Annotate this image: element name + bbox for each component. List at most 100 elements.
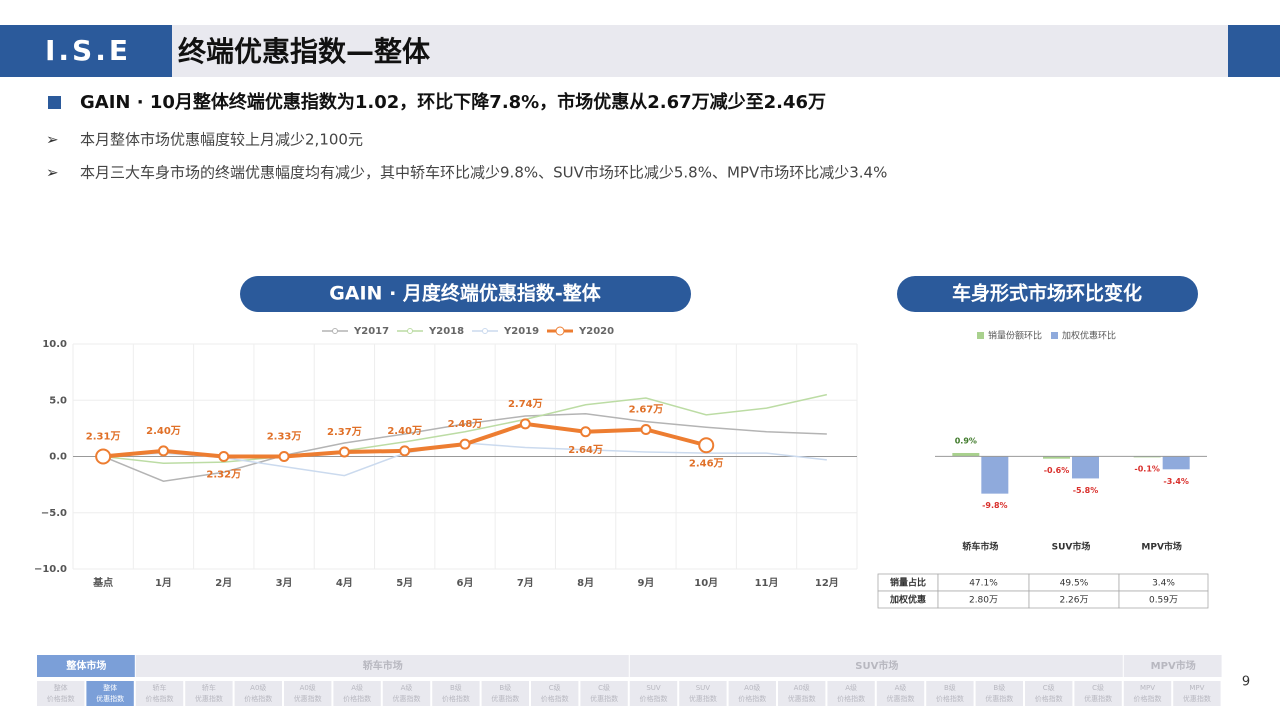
nav-item-bottom[interactable]: 价格指数 — [442, 694, 470, 703]
bullet-square — [48, 96, 61, 109]
nav-item[interactable] — [1173, 681, 1221, 706]
nav-item-top[interactable]: MPV — [1140, 684, 1155, 692]
point — [157, 445, 169, 457]
nav-item-bottom[interactable]: 优惠指数 — [985, 694, 1013, 703]
nav-item[interactable] — [1123, 681, 1172, 706]
nav-item-top[interactable]: A0级 — [744, 683, 760, 692]
nav-group-label[interactable]: SUV市场 — [855, 659, 898, 672]
nav-item[interactable] — [1074, 681, 1122, 706]
nav-item-top[interactable]: SUV — [646, 684, 661, 692]
nav-group-label[interactable]: 整体市场 — [65, 659, 106, 672]
arrow: ➢ — [46, 164, 59, 182]
bar-value-label: 0.9% — [955, 436, 977, 445]
nav-item-top[interactable]: C级 — [598, 683, 610, 692]
nav-item[interactable] — [1025, 681, 1073, 706]
nav-item-top[interactable]: A0级 — [300, 683, 316, 692]
legend-label: Y2017 — [353, 326, 389, 337]
chart-title-pill — [240, 276, 691, 312]
nav-item-bottom[interactable]: 优惠指数 — [195, 694, 223, 703]
nav-item[interactable] — [975, 681, 1023, 706]
nav-item-bottom[interactable]: 优惠指数 — [788, 694, 816, 703]
nav-group-label[interactable]: 轿车市场 — [363, 659, 403, 672]
nav-item-top[interactable]: A级 — [401, 683, 413, 692]
nav-item-top[interactable]: B级 — [944, 683, 956, 692]
nav-item[interactable] — [679, 681, 727, 706]
nav-item-top[interactable]: A级 — [845, 683, 857, 692]
nav-item-top[interactable]: B级 — [450, 683, 462, 692]
nav-item-bottom[interactable]: 价格指数 — [837, 694, 865, 703]
nav-item[interactable] — [284, 681, 332, 706]
nav-item-top[interactable]: 整体 — [103, 683, 117, 692]
point-annotation: 2.33万 — [267, 431, 302, 443]
nav-item[interactable] — [629, 681, 678, 706]
bar-value-label: -5.8% — [1073, 486, 1099, 495]
nav-item[interactable] — [778, 681, 826, 706]
nav-item[interactable] — [432, 681, 480, 706]
nav-item-top[interactable]: C级 — [549, 683, 561, 692]
nav-item-top[interactable]: 轿车 — [153, 683, 167, 692]
nav-item-bottom[interactable]: 价格指数 — [640, 694, 668, 703]
legend-marker — [555, 326, 565, 336]
nav-item-bottom[interactable]: 价格指数 — [244, 694, 272, 703]
nav-item-bottom[interactable]: 价格指数 — [146, 694, 174, 703]
nav-item[interactable] — [531, 681, 579, 706]
nav-item-bottom[interactable]: 价格指数 — [1035, 694, 1063, 703]
nav-item-bottom[interactable]: 优惠指数 — [1183, 694, 1211, 703]
nav-group-label[interactable]: MPV市场 — [1151, 659, 1196, 672]
nav-item-bottom[interactable]: 优惠指数 — [1084, 694, 1112, 703]
nav-item[interactable] — [37, 681, 85, 706]
nav-item-bottom[interactable]: 优惠指数 — [590, 694, 618, 703]
nav-item-bottom[interactable]: 优惠指数 — [294, 694, 322, 703]
nav-item[interactable] — [86, 681, 134, 706]
legend-swatch — [1051, 332, 1058, 339]
nav-item-top[interactable]: A级 — [351, 683, 363, 692]
nav-item-bottom[interactable]: 优惠指数 — [689, 694, 717, 703]
nav-item-bottom[interactable]: 价格指数 — [738, 694, 766, 703]
nav-item-bottom[interactable]: 价格指数 — [47, 694, 75, 703]
nav-item-top[interactable]: SUV — [696, 684, 711, 692]
nav-item-bottom[interactable]: 优惠指数 — [887, 694, 915, 703]
nav-item-top[interactable]: 整体 — [54, 683, 68, 692]
legend-label: Y2019 — [503, 326, 539, 337]
nav-group[interactable] — [37, 655, 135, 677]
nav-item-bottom[interactable]: 价格指数 — [936, 694, 964, 703]
headline: GAIN · 10月整体终端优惠指数为1.02，环比下降7.8%，市场优惠从2.… — [80, 91, 826, 113]
nav-item[interactable] — [333, 681, 381, 706]
nav-item-top[interactable]: B级 — [993, 683, 1005, 692]
nav-item[interactable] — [185, 681, 233, 706]
nav-item-top[interactable]: 轿车 — [202, 683, 216, 692]
nav-item-top[interactable]: C级 — [1043, 683, 1055, 692]
nav-item-bottom[interactable]: 优惠指数 — [393, 694, 421, 703]
nav-group[interactable] — [135, 655, 629, 677]
legend-marker — [482, 328, 488, 334]
x-tick-label: 11月 — [755, 577, 779, 589]
nav-item-bottom[interactable]: 价格指数 — [343, 694, 371, 703]
nav-item-top[interactable]: MPV — [1189, 684, 1204, 692]
nav-item-bottom[interactable]: 价格指数 — [1134, 694, 1162, 703]
nav-item-bottom[interactable]: 优惠指数 — [491, 694, 519, 703]
nav-item-bottom[interactable]: 优惠指数 — [96, 694, 124, 703]
nav-item[interactable] — [580, 681, 628, 706]
point-annotation: 2.67万 — [629, 404, 664, 416]
nav-item[interactable] — [827, 681, 875, 706]
point — [95, 448, 112, 465]
line-series — [103, 393, 828, 465]
nav-group[interactable] — [1123, 655, 1222, 677]
nav-item-bottom[interactable]: 价格指数 — [541, 694, 569, 703]
nav-item-top[interactable]: A0级 — [794, 683, 810, 692]
nav-item[interactable] — [876, 681, 925, 706]
x-tick-label: 6月 — [457, 577, 474, 589]
nav-group[interactable] — [629, 655, 1123, 677]
nav-item-top[interactable]: C级 — [1092, 683, 1104, 692]
nav-item[interactable] — [926, 681, 974, 706]
nav-item[interactable] — [481, 681, 529, 706]
nav-item[interactable] — [234, 681, 282, 706]
point — [399, 445, 411, 457]
nav-item-top[interactable]: B级 — [499, 683, 511, 692]
nav-item-top[interactable]: A0级 — [250, 683, 266, 692]
bar-value-label: -3.4% — [1163, 477, 1189, 486]
nav-item[interactable] — [728, 681, 776, 706]
nav-item[interactable] — [382, 681, 431, 706]
nav-item[interactable] — [135, 681, 184, 706]
nav-item-top[interactable]: A级 — [895, 683, 907, 692]
